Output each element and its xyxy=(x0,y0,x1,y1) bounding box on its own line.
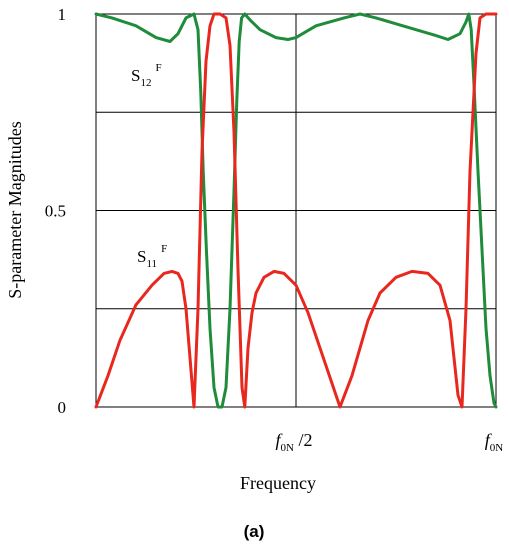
svg-text:S11F: S11 F xyxy=(137,243,167,270)
x-tick-label: f0N xyxy=(485,430,504,454)
x-axis-label: Frequency xyxy=(240,473,316,493)
x-ticks: f0N /2 f0N xyxy=(276,430,504,454)
s12-annotation-main: S xyxy=(131,66,140,85)
s12-annotation-sup: F xyxy=(155,62,161,74)
s11-annotation-sub: 11 xyxy=(146,258,157,270)
y-ticks: 00.51 xyxy=(45,5,66,417)
y-axis-label: S-parameter Magnitudes xyxy=(5,121,25,298)
s12-annotation-sub: 12 xyxy=(140,77,151,89)
s11-annotation-sup: F xyxy=(161,243,167,255)
caption: (a) xyxy=(244,522,265,541)
series-group xyxy=(94,12,498,409)
s12-annotation: S12 F xyxy=(131,62,162,89)
y-tick-label: 0.5 xyxy=(45,202,66,221)
s11-annotation: S11 F xyxy=(137,243,167,270)
y-tick-label: 0 xyxy=(58,398,67,417)
series-line-s11 xyxy=(94,12,498,409)
x-tick-label: f0N /2 xyxy=(276,430,313,454)
s11-annotation-main: S xyxy=(137,247,146,266)
series-line-s12 xyxy=(94,12,498,409)
svg-text:S12F: S12 F xyxy=(131,62,162,89)
y-tick-label: 1 xyxy=(58,5,67,24)
grid xyxy=(95,13,497,408)
